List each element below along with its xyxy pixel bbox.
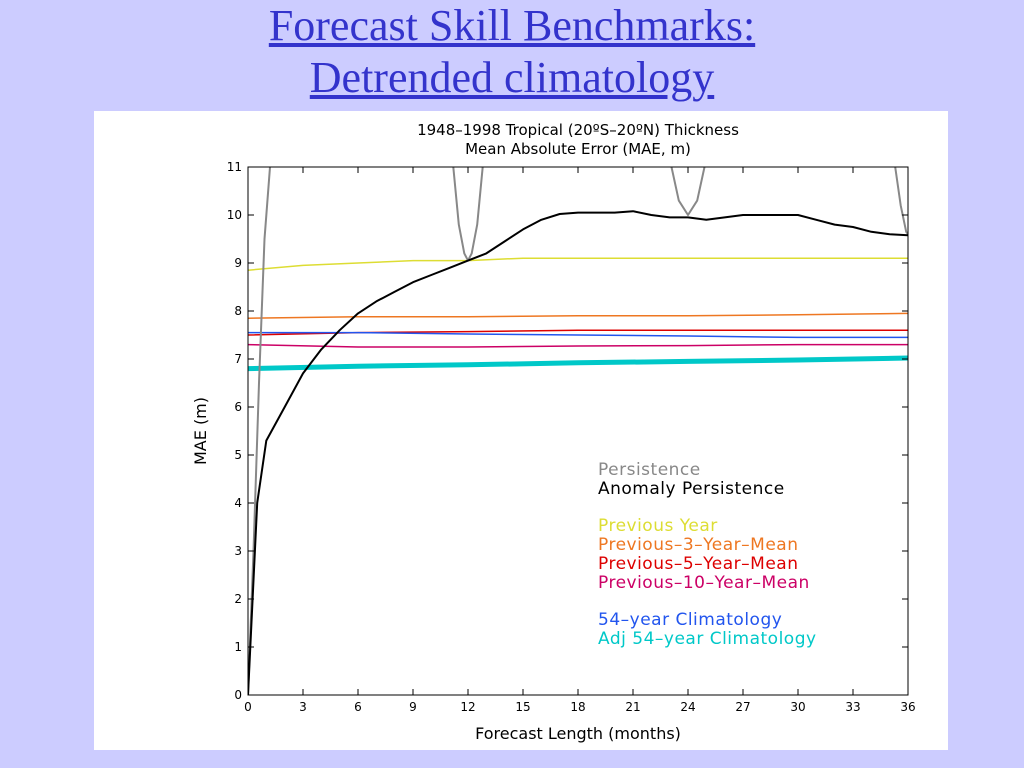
plot-frame: [247, 166, 909, 696]
x-tick-label: 27: [735, 700, 750, 714]
y-tick-label: 10: [227, 208, 242, 222]
slide-title-line1: Forecast Skill Benchmarks:: [268, 1, 756, 50]
y-tick-label: 7: [234, 352, 242, 366]
series-line-previous-3-year-mean: [248, 312, 908, 319]
y-tick-label: 1: [234, 640, 242, 654]
legend-entry-persistence: Persistence: [598, 460, 701, 480]
x-tick-label: 24: [680, 700, 695, 714]
series-line-previous-year: [248, 257, 908, 271]
x-tick-label: 33: [845, 700, 860, 714]
legend-entry-previous-year: Previous Year: [598, 516, 718, 536]
legend-entry-adj-54-year-climatology: Adj 54–year Climatology: [598, 629, 817, 649]
x-tick-label: 21: [625, 700, 640, 714]
slide-title: Forecast Skill Benchmarks: Detrended cli…: [0, 0, 1024, 104]
x-tick-label: 3: [299, 700, 307, 714]
y-tick-label: 3: [234, 544, 242, 558]
y-axis-label: MAE (m): [191, 397, 210, 465]
chart-subtitle: Mean Absolute Error (MAE, m): [465, 140, 691, 158]
legend-entry-previous-5-year-mean: Previous–5–Year–Mean: [598, 554, 798, 574]
x-tick-label: 18: [570, 700, 585, 714]
y-tick-label: 2: [234, 592, 242, 606]
x-tick-label: 9: [409, 700, 417, 714]
y-tick-label: 0: [234, 688, 242, 702]
x-tick-label: 30: [790, 700, 805, 714]
x-tick-label: 15: [515, 700, 530, 714]
series-line-adj-54-year-climatology: [248, 355, 908, 372]
x-tick-label: 36: [900, 700, 915, 714]
series-line-persistence-seg-4: [894, 167, 908, 236]
series-line-persistence-seg-3: [670, 167, 706, 216]
legend-entry-previous-10-year-mean: Previous–10–Year–Mean: [598, 573, 810, 593]
y-tick-label: 11: [227, 160, 242, 174]
x-tick-label: 0: [244, 700, 252, 714]
legend-entry-54-year-climatology: 54–year Climatology: [598, 610, 782, 630]
chart-panel: 1948–1998 Tropical (20ºS–20ºN) Thickness…: [94, 111, 948, 750]
mae-line-chart: 1948–1998 Tropical (20ºS–20ºN) Thickness…: [191, 121, 916, 743]
series-line-previous-10-year-mean: [248, 343, 908, 348]
x-axis-label: Forecast Length (months): [475, 724, 681, 743]
chart-title: 1948–1998 Tropical (20ºS–20ºN) Thickness: [417, 121, 739, 139]
y-tick-label: 8: [234, 304, 242, 318]
slide-title-line2: Detrended climatology: [309, 53, 715, 102]
series-line-persistence-seg-2: [452, 167, 484, 262]
legend-entry-anomaly-persistence: Anomaly Persistence: [598, 479, 785, 499]
y-tick-label: 4: [234, 496, 242, 510]
x-tick-label: 6: [354, 700, 362, 714]
y-tick-label: 6: [234, 400, 242, 414]
legend-entry-previous-3-year-mean: Previous–3–Year–Mean: [598, 535, 798, 555]
x-tick-label: 12: [460, 700, 475, 714]
y-tick-label: 5: [234, 448, 242, 462]
series-line-anomaly-persistence: [248, 210, 908, 695]
y-tick-label: 9: [234, 256, 242, 270]
series-line-54-year-climatology: [248, 331, 908, 339]
